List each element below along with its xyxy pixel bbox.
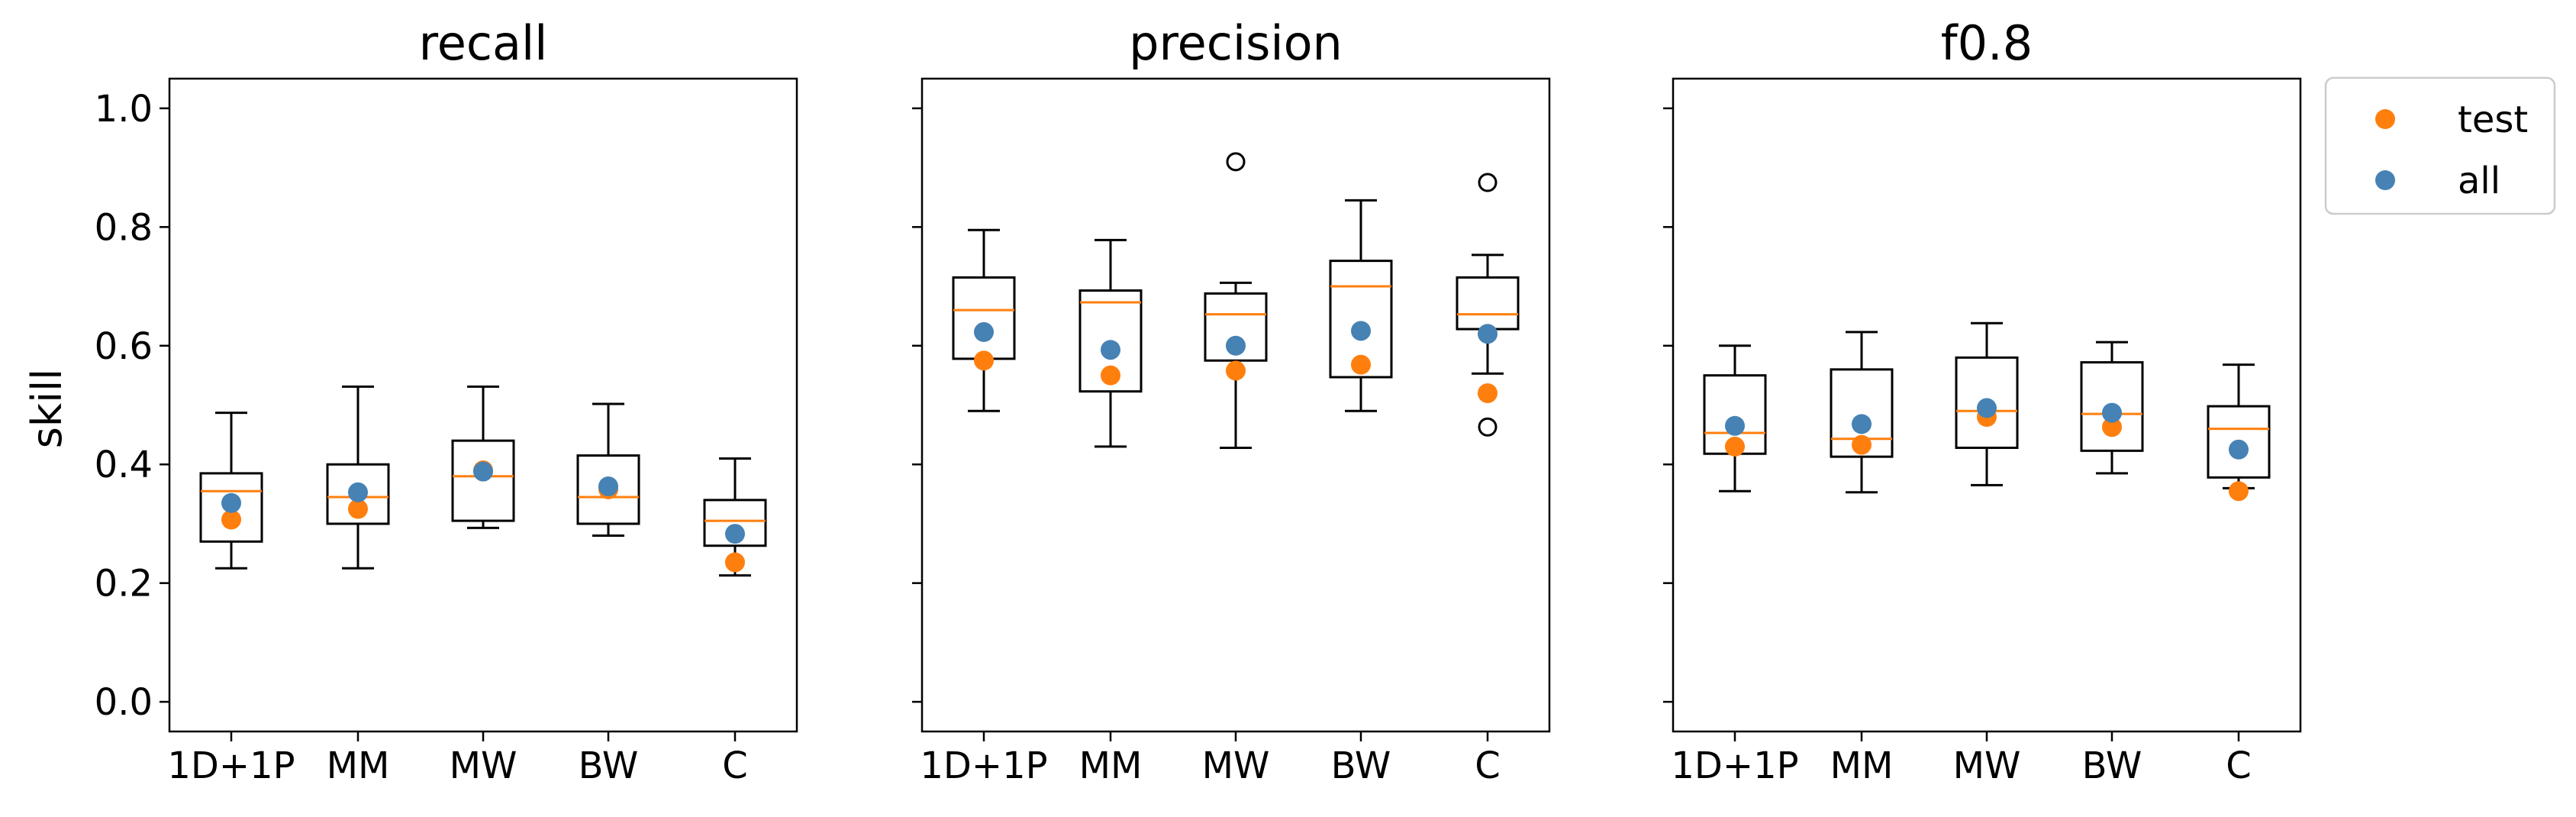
x-tick-label: 1D+1P xyxy=(920,744,1047,787)
iqr-box xyxy=(326,463,390,525)
box-MM: MM xyxy=(1078,238,1143,787)
x-tick-label: 1D+1P xyxy=(1671,744,1798,787)
test-point xyxy=(1725,436,1745,457)
panel-1: recall 0.0 0.2 0.4 0.6 0.8 1.0 1D+1P MM MW BW C xyxy=(95,15,798,787)
y-tick-label: 0.6 xyxy=(95,325,153,368)
x-tick-label: C xyxy=(722,744,748,787)
iqr-box xyxy=(1078,289,1143,393)
panel-title: recall xyxy=(419,15,548,71)
x-tick-label: BW xyxy=(2082,744,2142,787)
box-MW: MW xyxy=(450,385,517,787)
test-point xyxy=(1351,354,1371,375)
x-tick-label: MM xyxy=(1830,744,1894,787)
test-point xyxy=(725,552,745,573)
box-C: C xyxy=(703,457,767,787)
iqr-box xyxy=(1830,368,1894,458)
x-tick-label: C xyxy=(1475,744,1501,787)
iqr-box xyxy=(199,472,263,543)
x-tick-label: MW xyxy=(1953,744,2021,787)
all-point xyxy=(221,492,241,513)
iqr-box xyxy=(1955,356,2019,449)
all-point xyxy=(725,524,745,544)
all-point xyxy=(473,461,493,482)
y-axis-label: skill xyxy=(23,369,71,448)
all-point xyxy=(1977,398,1997,418)
iqr-box xyxy=(451,439,515,522)
all-point xyxy=(1478,324,1498,344)
test-point xyxy=(1852,434,1872,455)
box-BW: BW xyxy=(576,402,640,787)
y-tick-label: 1.0 xyxy=(95,88,153,131)
iqr-box xyxy=(2207,405,2271,479)
x-tick-label: BW xyxy=(579,744,639,787)
test-point xyxy=(2229,481,2249,502)
test-point xyxy=(974,350,994,371)
legend-marker-all xyxy=(2375,170,2395,190)
outlier-point xyxy=(1478,417,1498,437)
panel-3: f0.8 1D+1P MM MW BW C xyxy=(1663,15,2302,787)
all-point xyxy=(1101,340,1120,360)
box-C: C xyxy=(1456,173,1520,787)
box-1D+1P: 1D+1P xyxy=(167,412,295,787)
test-point xyxy=(1478,383,1498,403)
x-tick-label: MW xyxy=(1202,744,1270,787)
all-point xyxy=(598,476,618,496)
y-tick-label: 0.0 xyxy=(95,681,153,724)
x-tick-label: MM xyxy=(327,744,390,787)
legend-label-all: all xyxy=(2458,160,2500,202)
y-tick-label: 0.2 xyxy=(95,563,153,605)
legend-marker-test xyxy=(2375,109,2395,129)
x-tick-label: C xyxy=(2226,744,2252,787)
iqr-box xyxy=(1329,260,1393,379)
iqr-box xyxy=(1204,292,1268,362)
box-MM: MM xyxy=(1830,331,1894,787)
all-point xyxy=(1852,414,1872,434)
all-point xyxy=(348,482,368,502)
box-C: C xyxy=(2207,363,2271,787)
test-point xyxy=(1101,365,1120,386)
all-point xyxy=(1725,415,1745,436)
iqr-box xyxy=(1456,276,1520,331)
box-1D+1P: 1D+1P xyxy=(920,228,1048,787)
outlier-point xyxy=(1478,173,1498,192)
all-point xyxy=(1351,321,1371,341)
panel-2: precision 1D+1P MM MW BW C xyxy=(912,15,1551,787)
legend: test all xyxy=(2324,76,2556,215)
iqr-box xyxy=(703,499,767,547)
x-tick-label: MM xyxy=(1079,744,1143,787)
legend-label-test: test xyxy=(2458,98,2528,141)
iqr-box xyxy=(2080,361,2144,452)
panel-title: precision xyxy=(1129,15,1343,71)
all-point xyxy=(2229,439,2249,460)
test-point xyxy=(2102,417,2122,438)
box-BW: BW xyxy=(1329,199,1393,787)
x-tick-label: 1D+1P xyxy=(167,744,295,787)
panel-title: f0.8 xyxy=(1941,15,2033,71)
x-tick-label: MW xyxy=(450,744,517,787)
test-point xyxy=(221,509,241,530)
iqr-box xyxy=(576,454,640,525)
box-MM: MM xyxy=(326,385,390,787)
test-point xyxy=(1226,360,1246,381)
box-1D+1P: 1D+1P xyxy=(1671,344,1799,787)
box-MW: MW xyxy=(1202,152,1270,787)
all-point xyxy=(974,321,994,342)
box-MW: MW xyxy=(1953,321,2021,787)
y-tick-label: 0.8 xyxy=(95,206,153,249)
all-point xyxy=(2102,402,2122,423)
x-tick-label: BW xyxy=(1331,744,1391,787)
test-point xyxy=(348,499,368,519)
outlier-point xyxy=(1226,152,1246,172)
all-point xyxy=(1226,335,1246,356)
iqr-box xyxy=(952,276,1016,360)
box-BW: BW xyxy=(2080,341,2144,787)
y-tick-label: 0.4 xyxy=(95,444,153,486)
